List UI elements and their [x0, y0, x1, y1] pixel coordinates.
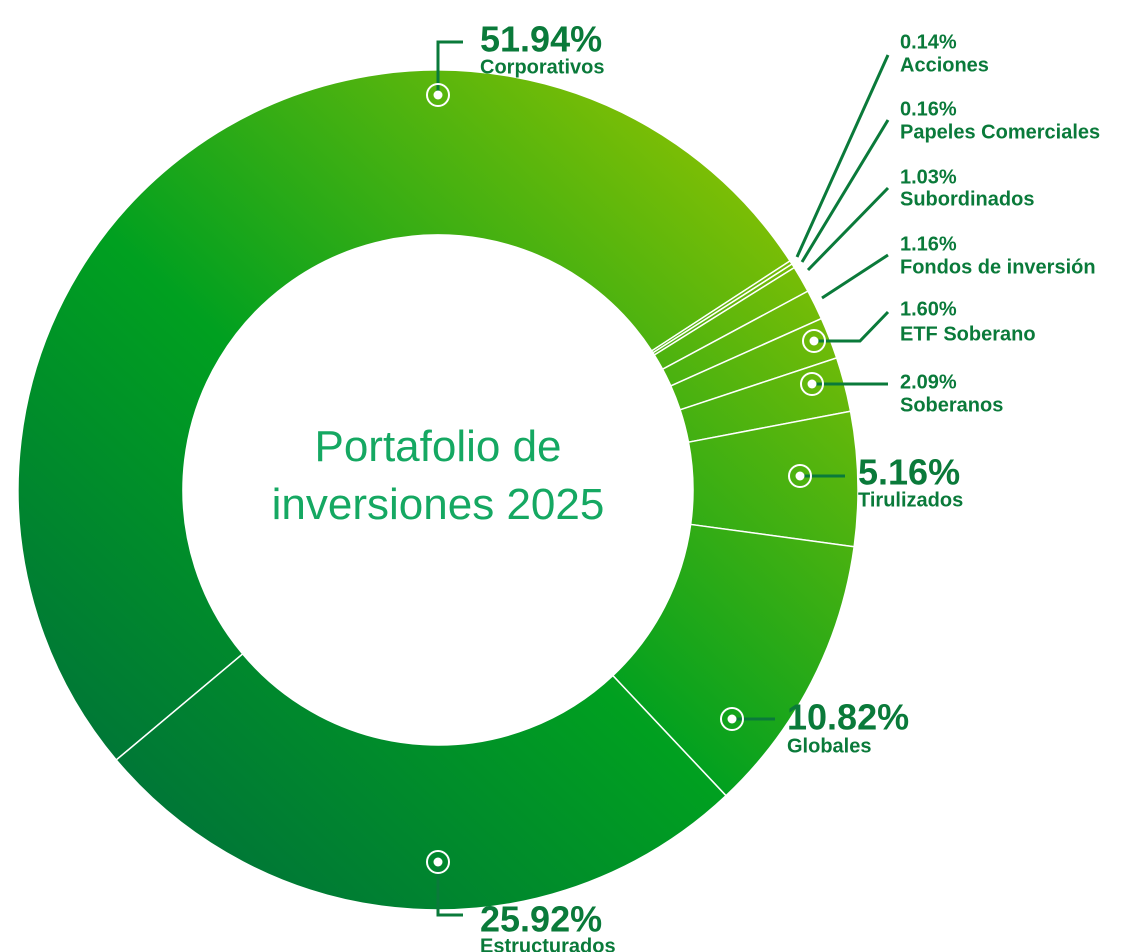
leader-line: [814, 310, 890, 343]
marker-ring: [788, 464, 812, 488]
marker-dot: [433, 857, 443, 867]
marker-ring: [800, 372, 824, 396]
marker-dot: [727, 714, 737, 724]
marker-dot: [809, 336, 819, 346]
leader-line: [795, 54, 890, 258]
leader-line: [436, 862, 463, 917]
leader-line: [806, 186, 890, 272]
value-label: 0.16%: [900, 98, 957, 120]
category-label: Acciones: [900, 54, 989, 76]
category-label: Papeles Comerciales: [900, 121, 1100, 143]
category-label: Corporativos: [480, 56, 604, 78]
marker-ring: [426, 83, 450, 107]
marker-dot: [795, 471, 805, 481]
value-label: 0.14%: [900, 31, 957, 53]
category-label: ETF Soberano: [900, 323, 1036, 345]
leader-line: [821, 253, 889, 300]
value-label: 1.60%: [900, 298, 957, 320]
leader-line: [436, 40, 463, 95]
category-label: Globales: [787, 735, 871, 757]
category-label: Fondos de inversión: [900, 256, 1096, 278]
donut-segment: [17, 69, 792, 762]
value-label: 51.94%: [480, 19, 602, 60]
marker-ring: [802, 329, 826, 353]
category-label: Estructurados: [480, 935, 616, 952]
value-label: 10.82%: [787, 697, 909, 738]
chart-title: Portafolio de inversiones 2025: [271, 422, 605, 529]
marker-ring: [720, 707, 744, 731]
value-label: 25.92%: [480, 899, 602, 940]
category-label: Subordinados: [900, 188, 1034, 210]
value-label: 1.03%: [900, 166, 957, 188]
value-label: 1.16%: [900, 233, 957, 255]
category-label: Tirulizados: [858, 489, 963, 511]
marker-ring: [426, 850, 450, 874]
marker-dot: [433, 90, 443, 100]
category-label: Soberanos: [900, 394, 1003, 416]
marker-dot: [807, 379, 817, 389]
value-label: 5.16%: [858, 452, 960, 493]
leader-line: [800, 119, 890, 263]
value-label: 2.09%: [900, 371, 957, 393]
donut-segment: [115, 652, 728, 911]
